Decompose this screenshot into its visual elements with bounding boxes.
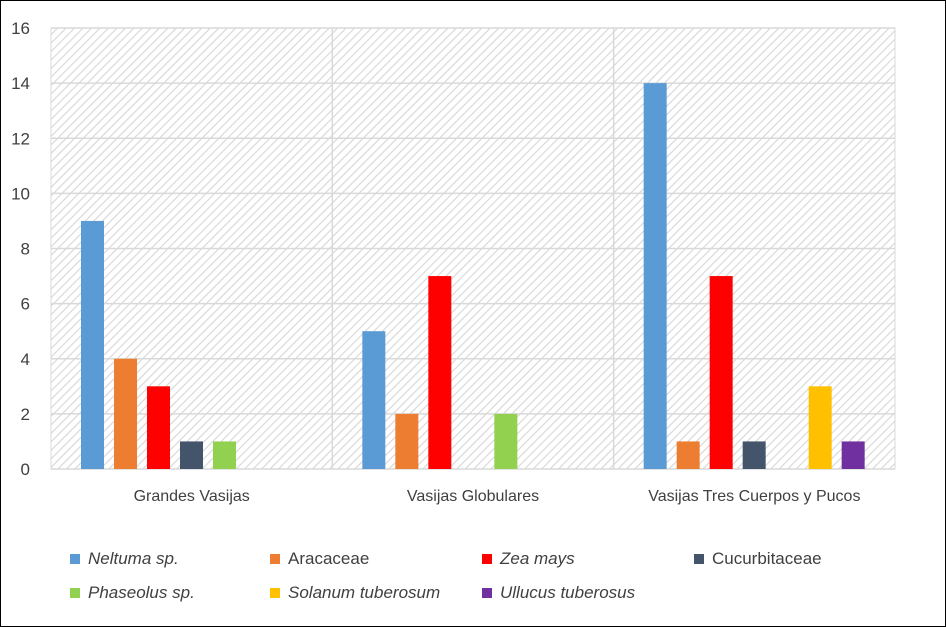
legend-label: Ullucus tuberosus xyxy=(500,583,636,602)
bar-ullucus-tuberosus xyxy=(841,441,865,469)
y-tick-label: 14 xyxy=(11,74,30,93)
legend-label: Cucurbitaceae xyxy=(712,549,822,568)
legend-item: Cucurbitaceae xyxy=(694,549,822,569)
x-tick-label: Grandes Vasijas xyxy=(134,488,250,505)
legend-swatch xyxy=(694,554,704,564)
legend-swatch xyxy=(482,554,492,564)
legend-swatch xyxy=(482,588,492,598)
legend-item: Phaseolus sp. xyxy=(70,583,195,603)
legend-label: Phaseolus sp. xyxy=(88,583,195,602)
legend-item: Aracaceae xyxy=(270,549,369,569)
legend-label: Aracaceae xyxy=(288,549,370,568)
bar-neltuma-sp xyxy=(643,83,667,469)
bar-zea-mays xyxy=(147,386,170,469)
legend-item: Ullucus tuberosus xyxy=(482,583,635,603)
y-tick-label: 4 xyxy=(21,350,30,369)
y-tick-label: 0 xyxy=(21,460,30,479)
bar-neltuma-sp xyxy=(81,220,104,469)
legend-swatch xyxy=(70,588,80,598)
legend-label: Neltuma sp. xyxy=(88,549,179,568)
bar-phaseolus-sp xyxy=(494,413,518,469)
bar-zea-mays xyxy=(709,276,733,469)
bar-solanum-tuberosum xyxy=(808,386,832,469)
bar-zea-mays xyxy=(428,276,452,469)
bar-neltuma-sp xyxy=(362,331,386,469)
legend-swatch xyxy=(270,588,280,598)
bar-cucurbitaceae xyxy=(180,441,203,469)
bar-phaseolus-sp xyxy=(213,441,236,469)
bar-aracaceae xyxy=(676,441,700,469)
legend-item: Zea mays xyxy=(482,549,575,569)
y-tick-label: 10 xyxy=(11,184,30,203)
legend-label: Solanum tuberosum xyxy=(288,583,441,602)
legend-item: Solanum tuberosum xyxy=(270,583,440,603)
legend-item: Neltuma sp. xyxy=(70,549,179,569)
bar-cucurbitaceae xyxy=(742,441,766,469)
legend-label: Zea mays xyxy=(500,549,575,568)
y-tick-label: 2 xyxy=(21,405,30,424)
legend-swatch xyxy=(70,554,80,564)
y-tick-label: 16 xyxy=(11,19,30,38)
x-tick-label: Vasijas Globulares xyxy=(407,488,539,505)
x-tick-label: Vasijas Tres Cuerpos y Pucos xyxy=(648,488,860,505)
bar-aracaceae xyxy=(395,413,419,469)
y-tick-label: 12 xyxy=(11,129,30,148)
y-tick-label: 8 xyxy=(21,240,30,259)
y-tick-label: 6 xyxy=(21,295,30,314)
bar-aracaceae xyxy=(114,358,137,469)
legend-swatch xyxy=(270,554,280,564)
